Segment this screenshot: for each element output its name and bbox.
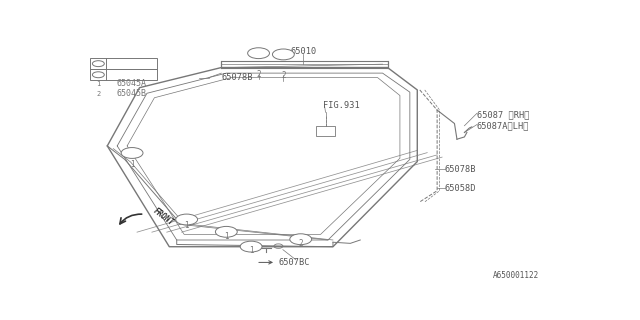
Circle shape bbox=[216, 227, 237, 237]
Bar bbox=[90, 69, 157, 80]
Bar bbox=[316, 126, 335, 136]
Text: 2: 2 bbox=[281, 71, 285, 80]
Circle shape bbox=[273, 49, 294, 60]
Circle shape bbox=[176, 214, 198, 225]
Text: FRONT: FRONT bbox=[152, 206, 176, 227]
Text: 65087 〈RH〉: 65087 〈RH〉 bbox=[477, 110, 529, 119]
Text: 1: 1 bbox=[249, 245, 253, 255]
Text: A650001122: A650001122 bbox=[493, 271, 540, 280]
Text: FIG.931: FIG.931 bbox=[323, 101, 360, 110]
Text: 1: 1 bbox=[130, 160, 134, 170]
Text: 2: 2 bbox=[256, 70, 261, 79]
Circle shape bbox=[240, 241, 262, 252]
Circle shape bbox=[248, 48, 269, 59]
Bar bbox=[90, 58, 157, 69]
Text: 65058D: 65058D bbox=[445, 184, 476, 193]
Text: 65045B: 65045B bbox=[116, 89, 147, 98]
Text: 1: 1 bbox=[96, 81, 100, 87]
Text: 6507BC: 6507BC bbox=[278, 258, 310, 267]
Text: 1: 1 bbox=[184, 221, 189, 230]
Text: 2: 2 bbox=[298, 239, 303, 248]
Circle shape bbox=[121, 148, 143, 158]
Circle shape bbox=[290, 234, 312, 244]
Text: 65045A: 65045A bbox=[116, 79, 147, 88]
Text: 65010: 65010 bbox=[290, 47, 316, 56]
Text: 65078B: 65078B bbox=[445, 165, 476, 174]
Text: 65087A〈LH〉: 65087A〈LH〉 bbox=[477, 121, 529, 130]
Text: 65078B: 65078B bbox=[221, 73, 253, 82]
Text: 1: 1 bbox=[224, 232, 228, 241]
Text: 2: 2 bbox=[96, 91, 100, 97]
